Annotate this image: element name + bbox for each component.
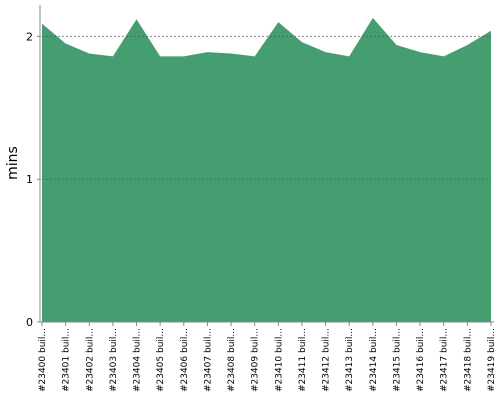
- x-tick-label: #23406 buil...: [180, 328, 190, 392]
- x-tick-label: #23405 buil...: [156, 328, 166, 392]
- x-tick-label: #23408 buil...: [227, 328, 237, 392]
- x-tick-label: #23401 buil...: [62, 328, 72, 392]
- y-axis-label: mins: [5, 146, 21, 180]
- x-tick-label: #23400 buil...: [38, 328, 48, 392]
- x-tick-label: #23403 buil...: [109, 328, 119, 392]
- x-tick-label: #23418 buil...: [463, 328, 473, 392]
- x-tick-label: #23416 buil...: [416, 328, 426, 392]
- y-tick-label: 0: [26, 316, 33, 329]
- x-tick-label: #23417 buil...: [440, 328, 450, 392]
- x-tick-label: #23413 buil...: [345, 328, 355, 392]
- x-tick-label: #23409 buil...: [251, 328, 261, 392]
- y-tick-label: 1: [26, 173, 33, 186]
- x-tick-label: #23412 buil...: [322, 328, 332, 392]
- x-tick-label: #23404 buil...: [133, 328, 143, 392]
- y-tick-label: 2: [26, 30, 33, 43]
- x-tick-label: #23402 buil...: [85, 328, 95, 392]
- x-tick-label: #23410 buil...: [274, 328, 284, 392]
- x-tick-label: #23411 buil...: [298, 328, 308, 392]
- area: [42, 17, 491, 323]
- x-tick-label: #23407 buil...: [203, 328, 213, 392]
- x-tick-label: #23419 buil...: [487, 328, 497, 392]
- x-tick-label: #23414 buil...: [369, 328, 379, 392]
- x-tick-label: #23415 buil...: [392, 328, 402, 392]
